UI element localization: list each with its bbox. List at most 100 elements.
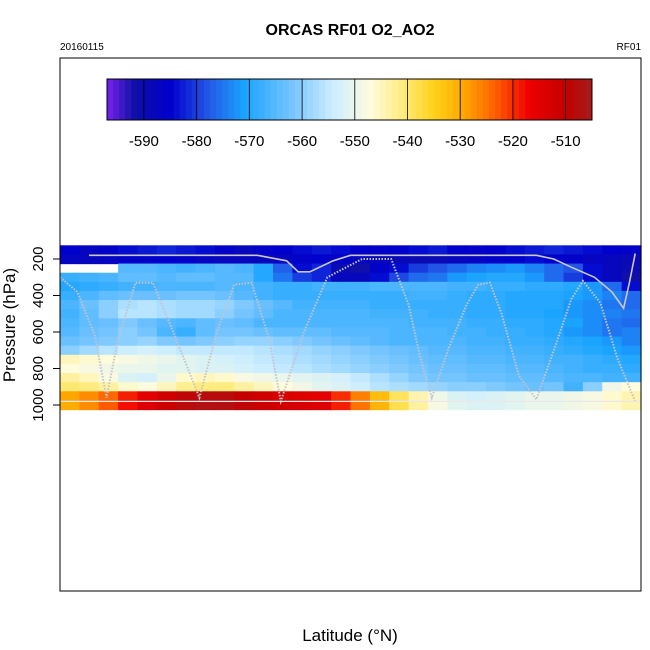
heatmap-cell	[176, 391, 197, 402]
heatmap-cell	[408, 382, 429, 392]
heatmap-cell	[79, 391, 100, 402]
heatmap-cell	[486, 391, 507, 402]
heatmap-cell	[544, 327, 565, 338]
heatmap-cell	[214, 309, 235, 319]
heatmap-cell	[369, 382, 390, 392]
heatmap-cell	[369, 281, 390, 292]
colorbar-segment	[331, 79, 338, 120]
colorbar	[106, 78, 593, 121]
heatmap-cell	[214, 272, 235, 283]
heatmap-cell	[350, 290, 371, 301]
colorbar-segment	[113, 79, 120, 120]
heatmap-cell	[389, 373, 410, 383]
heatmap-cell	[486, 373, 507, 383]
heatmap-cell	[563, 309, 584, 319]
heatmap-cell	[408, 327, 429, 338]
heatmap-cell	[273, 272, 293, 283]
heatmap-cell	[176, 281, 197, 292]
heatmap-cell	[447, 300, 468, 310]
colorbar-segment	[470, 79, 478, 120]
heatmap-cell	[582, 318, 603, 329]
heatmap-cell	[253, 309, 274, 319]
heatmap-cell	[369, 272, 390, 283]
heatmap-cell	[544, 363, 565, 374]
heatmap-cell	[253, 290, 274, 301]
heatmap-cell	[486, 254, 507, 265]
heatmap-cell	[582, 281, 603, 292]
heatmap-cell	[369, 391, 390, 402]
heatmap-cell	[427, 363, 448, 374]
heatmap-cell	[524, 382, 545, 392]
heatmap-cell	[350, 363, 371, 374]
heatmap-cell	[273, 245, 293, 256]
heatmap-cell	[311, 345, 332, 356]
heatmap-cell	[214, 345, 235, 356]
colorbar-tick-label: -560	[287, 133, 317, 150]
heatmap-cell	[195, 300, 216, 310]
colorbar-segment	[361, 79, 369, 120]
heatmap-cell	[137, 245, 158, 256]
heatmap-cell	[505, 263, 526, 274]
heatmap-cell	[447, 272, 468, 283]
heatmap-cell	[234, 327, 255, 338]
colorbar-segment	[567, 79, 575, 120]
heatmap-cell	[60, 336, 80, 347]
heatmap-cell	[505, 245, 526, 256]
heatmap-cell	[156, 300, 177, 310]
heatmap-cell	[331, 318, 352, 329]
heatmap-cell	[234, 290, 255, 301]
heatmap-cell	[427, 327, 448, 338]
colorbar-segment	[179, 79, 187, 120]
heatmap-cell	[214, 363, 235, 374]
heatmap-cell	[137, 345, 158, 356]
heatmap-cell	[331, 345, 352, 356]
heatmap-cell	[214, 281, 235, 292]
colorbar-segment	[264, 79, 272, 120]
heatmap-cell	[408, 309, 429, 319]
heatmap-cell	[582, 245, 603, 256]
colorbar-segment	[476, 79, 484, 120]
heatmap-cell	[292, 373, 313, 383]
colorbar-segment	[288, 79, 296, 120]
heatmap-cell	[602, 300, 623, 310]
heatmap-cell	[447, 318, 468, 329]
heatmap-cell	[118, 245, 139, 256]
heatmap-cell	[544, 400, 565, 411]
y-tick-label: 600	[30, 319, 47, 344]
heatmap-cell	[273, 318, 293, 329]
heatmap-cell	[427, 382, 448, 392]
colorbar-segment	[391, 79, 399, 120]
heatmap-cell	[137, 318, 158, 329]
heatmap-cell	[118, 363, 139, 374]
heatmap-cell	[408, 245, 429, 256]
heatmap-cell	[602, 254, 623, 265]
heatmap-cell	[524, 345, 545, 356]
heatmap-cell	[60, 327, 80, 338]
heatmap-cell	[176, 300, 197, 310]
colorbar-segment	[185, 79, 193, 120]
heatmap-cell	[176, 272, 197, 283]
colorbar-segment	[131, 79, 138, 120]
heatmap-cell	[447, 382, 468, 392]
colorbar-segment	[410, 79, 417, 120]
heatmap-cell	[408, 263, 429, 274]
heatmap-cell	[466, 336, 487, 347]
heatmap-cell	[524, 300, 545, 310]
colorbar-segment	[307, 79, 314, 120]
heatmap-cell	[505, 281, 526, 292]
colorbar-segment	[440, 79, 447, 120]
heatmap-cell	[195, 373, 216, 383]
heatmap-cell	[524, 400, 545, 411]
colorbar-segment	[107, 79, 114, 120]
colorbar-segment	[301, 79, 308, 120]
heatmap-cell	[524, 309, 545, 319]
heatmap-cell	[544, 345, 565, 356]
heatmap-cell	[118, 354, 139, 365]
heatmap-cell	[137, 263, 158, 274]
heatmap-cell	[156, 281, 177, 292]
heatmap-cell	[331, 354, 352, 365]
colorbar-segment	[222, 79, 229, 120]
heatmap-cell	[563, 318, 584, 329]
heatmap-cell	[505, 272, 526, 283]
heatmap-cell	[582, 263, 603, 274]
